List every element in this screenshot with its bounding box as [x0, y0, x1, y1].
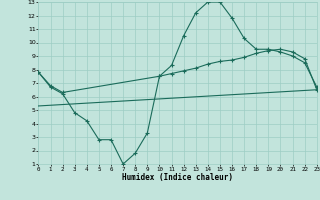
- X-axis label: Humidex (Indice chaleur): Humidex (Indice chaleur): [122, 173, 233, 182]
